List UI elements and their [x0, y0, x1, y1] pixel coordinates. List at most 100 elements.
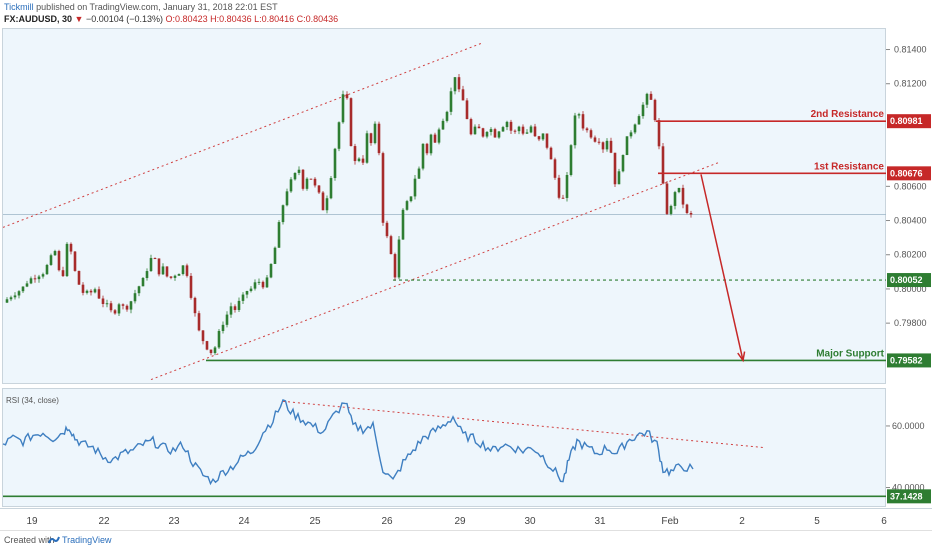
candle-body [477, 126, 481, 129]
candle-body [397, 239, 401, 278]
author-link[interactable]: Tickmill [4, 2, 34, 12]
candle-body [613, 152, 617, 185]
price-tag [887, 353, 931, 368]
footer: Created with TradingView [0, 530, 932, 550]
candle-body [501, 127, 505, 132]
symbol-label[interactable]: FX:AUDUSD, 30 [4, 14, 73, 24]
candle-body [281, 205, 285, 223]
date-tick-label: 22 [98, 516, 110, 527]
candle-body [165, 266, 169, 277]
price-axis[interactable] [886, 28, 932, 508]
candle-body [101, 298, 105, 304]
price-tick-label: 0.79800 [894, 318, 927, 328]
candle-body [561, 197, 565, 199]
candle-body [313, 178, 317, 186]
candle-body [509, 121, 513, 131]
candle-body [29, 278, 33, 284]
candle-body [665, 183, 669, 214]
time-axis[interactable] [0, 508, 932, 530]
candle-body [33, 278, 37, 280]
candle-body [677, 187, 681, 193]
candle-body [493, 129, 497, 138]
price-pane[interactable] [2, 28, 886, 384]
date-tick-label: 31 [594, 516, 606, 527]
candle-body [597, 141, 601, 143]
date-tick-label: 30 [524, 516, 536, 527]
candle-body [61, 270, 65, 277]
candle-body [497, 131, 501, 138]
candle-body [233, 306, 237, 310]
candle-body [325, 198, 329, 211]
candle-body [69, 243, 73, 252]
candle-body [285, 191, 289, 206]
candle-body [117, 304, 121, 314]
candle-body [237, 300, 241, 310]
candle-body [301, 169, 305, 189]
candle-body [541, 133, 545, 140]
rsi-trendline [282, 400, 764, 448]
candle-body [505, 121, 509, 128]
candle-body [585, 128, 589, 131]
rsi-level-tag [887, 489, 931, 504]
candle-body [405, 201, 409, 210]
candle-body [197, 313, 201, 331]
candle-body [473, 126, 477, 135]
candle-body [73, 251, 77, 271]
publish-line: Tickmill published on TradingView.com, J… [4, 2, 278, 12]
rsi-pane[interactable] [2, 388, 886, 507]
candle-body [513, 130, 517, 132]
candle-body [177, 274, 181, 276]
candle-body [257, 281, 261, 283]
candle-body [517, 126, 521, 132]
candle-body [481, 128, 485, 137]
candle-body [137, 286, 141, 294]
candle-body [249, 288, 253, 292]
published-text: published on TradingView.com, January 31… [33, 2, 278, 12]
candle-body [425, 143, 429, 154]
candle-body [225, 314, 229, 325]
candle-body [229, 306, 233, 315]
candle-body [593, 137, 597, 142]
candle-body [297, 169, 301, 173]
candle-body [85, 290, 89, 293]
candle-body [13, 295, 17, 298]
channel-upper-line [2, 42, 484, 228]
candle-body [9, 297, 13, 300]
date-tick-label: 5 [814, 516, 820, 527]
candle-body [273, 247, 277, 264]
candle-body [129, 301, 133, 310]
candle-body [557, 177, 561, 198]
candle-body [537, 136, 541, 140]
date-tick-label: Feb [661, 516, 679, 527]
price-tick-label: 0.81200 [894, 79, 927, 89]
candle-body [433, 134, 437, 143]
candle-body [21, 286, 25, 292]
candle-body [241, 294, 245, 301]
candle-body [337, 122, 341, 149]
candle-body [589, 130, 593, 138]
candle-body [109, 303, 113, 311]
tradingview-brand[interactable]: TradingView [62, 535, 112, 545]
rsi-level-tag-label: 37.1428 [890, 491, 923, 501]
candle-body [385, 222, 389, 237]
candle-body [341, 94, 345, 123]
candle-body [533, 126, 537, 137]
candle-body [133, 293, 137, 302]
projection-arrow-line [700, 174, 744, 361]
candle-body [333, 148, 337, 179]
ohlc-values: O:0.80423 H:0.80436 L:0.80416 C:0.80436 [165, 14, 339, 24]
candle-body [465, 100, 469, 120]
candle-body [469, 119, 473, 135]
candle-body [609, 140, 613, 153]
candle-body [221, 324, 225, 331]
date-tick-label: 19 [26, 516, 38, 527]
candle-body [217, 330, 221, 348]
candle-body [353, 146, 357, 162]
candle-body [17, 291, 21, 296]
candle-body [113, 310, 117, 314]
candle-body [205, 341, 209, 350]
candle-body [621, 155, 625, 172]
tradingview-logo-icon [48, 536, 60, 544]
candle-body [413, 178, 417, 197]
